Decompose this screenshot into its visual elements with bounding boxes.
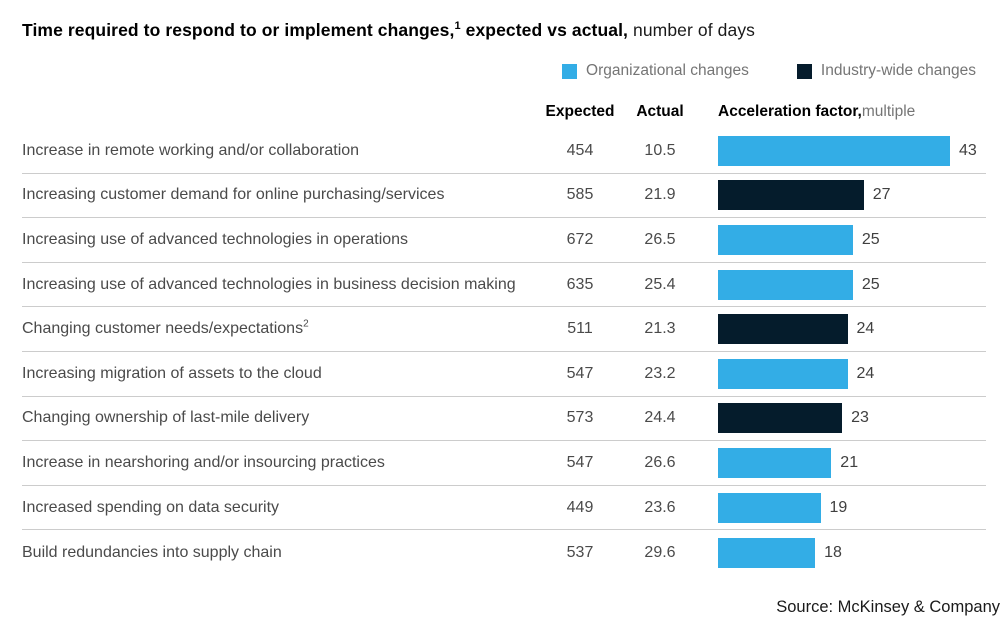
expected-value: 511 [567,320,593,338]
row-footnote-superscript: 2 [303,318,309,330]
legend-item-organizational: Organizational changes [562,62,749,80]
expected-value: 635 [566,275,594,293]
row-label: Increasing customer demand for online pu… [22,186,445,204]
table-body: Increase in remote working and/or collab… [22,129,986,575]
actual-value: 21.3 [644,320,676,338]
acceleration-value: 25 [861,230,880,248]
acceleration-bar [718,492,821,523]
acceleration-bar [718,358,848,389]
row-label: Increase in nearshoring and/or insourcin… [22,453,385,471]
expected-value: 547 [566,364,594,382]
bar-cell: 27 [702,180,986,211]
source-attribution: Source: McKinsey & Company [776,598,1000,616]
actual-value: 25.4 [644,275,676,293]
actual-value: 26.6 [644,453,676,471]
bar-cell: 25 [702,224,986,255]
legend-swatch-industry-icon [796,63,812,79]
acceleration-bar [718,314,848,345]
bar-cell: 24 [702,314,986,345]
actual-value: 10.5 [644,141,676,159]
row-label: Changing ownership of last-mile delivery [22,409,310,427]
header-acceleration-factor: Acceleration factor, multiple [702,103,986,121]
acceleration-value: 19 [829,498,848,516]
bar-cell: 21 [702,447,986,478]
table-row: Changing ownership of last-mile delivery… [22,397,986,442]
acceleration-value: 18 [824,543,842,561]
expected-value: 573 [566,409,594,427]
header-acceleration-bold: Acceleration factor, [718,103,862,120]
actual-value: 23.6 [644,498,676,516]
acceleration-value: 24 [856,364,875,382]
acceleration-bar [718,135,950,166]
expected-value: 585 [566,186,594,204]
acceleration-value: 24 [856,320,875,338]
acceleration-bar [718,403,843,434]
table-row: Increasing migration of assets to the cl… [22,352,986,397]
title-bold-tail: expected vs actual, [460,20,629,40]
table-row: Changing customer needs/expectations2 51… [22,307,986,352]
table-row: Increasing use of advanced technologies … [22,263,986,308]
actual-value: 21.9 [644,186,676,204]
expected-value: 449 [566,498,594,516]
legend: Organizational changes Industry-wide cha… [22,62,986,80]
legend-label-organizational: Organizational changes [586,62,749,79]
legend-item-industry: Industry-wide changes [796,62,976,80]
bar-cell: 23 [702,403,986,434]
table-row: Increased spending on data security 449 … [22,486,986,531]
row-label: Build redundancies into supply chain [22,543,282,561]
title-bold-main: Time required to respond to or implement… [22,20,455,40]
row-label: Increasing use of advanced technologies … [22,230,409,248]
table-row: Increase in remote working and/or collab… [22,129,986,174]
acceleration-value: 21 [840,453,859,471]
actual-value: 23.2 [644,364,676,382]
acceleration-value: 23 [851,409,869,427]
header-actual: Actual [636,103,684,120]
legend-label-industry: Industry-wide changes [820,62,976,79]
row-label: Increase in remote working and/or collab… [22,141,360,159]
acceleration-value: 25 [861,275,880,293]
page-title: Time required to respond to or implement… [22,18,986,42]
acceleration-value: 27 [872,186,891,204]
acceleration-value: 43 [959,141,977,159]
row-label: Increasing migration of assets to the cl… [22,364,322,382]
table-row: Increasing customer demand for online pu… [22,174,986,219]
row-label: Increased spending on data security [22,498,280,516]
bar-cell: 25 [702,269,986,300]
acceleration-bar [718,269,853,300]
expected-value: 537 [566,543,594,561]
table-row: Build redundancies into supply chain 537… [22,530,986,575]
row-label: Increasing use of advanced technologies … [22,275,516,293]
row-label: Changing customer needs/expectations2 [22,318,309,338]
acceleration-bar [718,447,832,478]
actual-value: 24.4 [644,409,676,427]
expected-value: 547 [566,453,594,471]
legend-swatch-organizational-icon [562,63,578,79]
acceleration-bar [718,224,853,255]
actual-value: 26.5 [644,230,676,248]
expected-value: 672 [566,230,594,248]
actual-value: 29.6 [644,543,676,561]
bar-cell: 18 [702,537,986,568]
title-unit: number of days [628,20,756,40]
table-row: Increase in nearshoring and/or insourcin… [22,441,986,486]
table-header: Expected Actual Acceleration factor, mul… [22,100,986,124]
bar-cell: 24 [702,358,986,389]
table-row: Increasing use of advanced technologies … [22,218,986,263]
expected-value: 454 [566,141,594,159]
bar-cell: 19 [702,492,986,523]
bar-cell: 43 [702,135,986,166]
header-expected: Expected [545,103,615,120]
acceleration-bar [718,537,816,568]
title-footnote-superscript: 1 [454,20,461,33]
acceleration-bar [718,180,864,211]
header-acceleration-unit: multiple [861,103,916,120]
